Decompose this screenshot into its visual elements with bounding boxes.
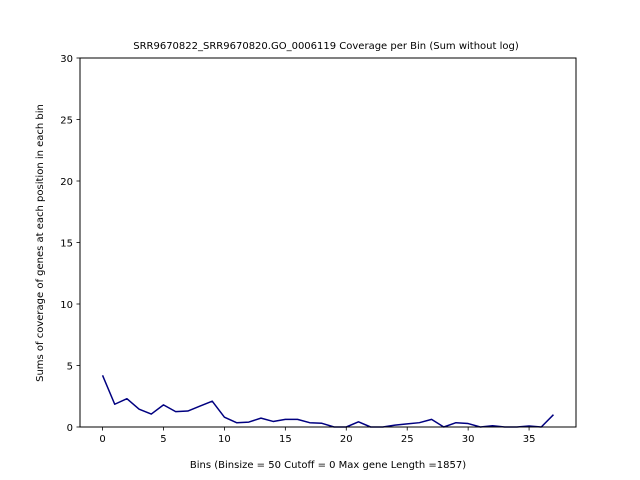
line-layer	[101, 375, 554, 428]
x-tick-label: 35	[523, 434, 536, 445]
y-tick-label: 10	[60, 300, 73, 311]
plot-frame	[79, 57, 577, 428]
x-axis-ticks: 0 5 10 15 20 25 30 35	[99, 427, 535, 445]
y-tick-label: 0	[67, 423, 73, 434]
y-tick-label: 25	[60, 116, 73, 127]
y-tick-label: 5	[67, 362, 73, 373]
x-tick-label: 0	[99, 434, 105, 445]
series-line	[101, 375, 554, 428]
x-tick-label: 30	[462, 434, 475, 445]
x-tick-label: 20	[340, 434, 353, 445]
plot-area	[79, 57, 577, 428]
y-tick-label: 15	[60, 239, 73, 250]
chart-title: SRR9670822_SRR9670820.GO_0006119 Coverag…	[133, 41, 519, 52]
x-tick-label: 5	[160, 434, 166, 445]
y-axis-ticks: 0 5 10 15 20 25 30	[60, 54, 80, 434]
x-tick-label: 10	[218, 434, 231, 445]
x-axis-title: Bins (Binsize = 50 Cutoff = 0 Max gene L…	[190, 460, 466, 471]
x-tick-label: 15	[279, 434, 292, 445]
y-axis-title: Sums of coverage of genes at each positi…	[35, 104, 46, 382]
x-tick-label: 25	[401, 434, 414, 445]
y-tick-label: 30	[60, 54, 73, 65]
y-tick-label: 20	[60, 177, 73, 188]
